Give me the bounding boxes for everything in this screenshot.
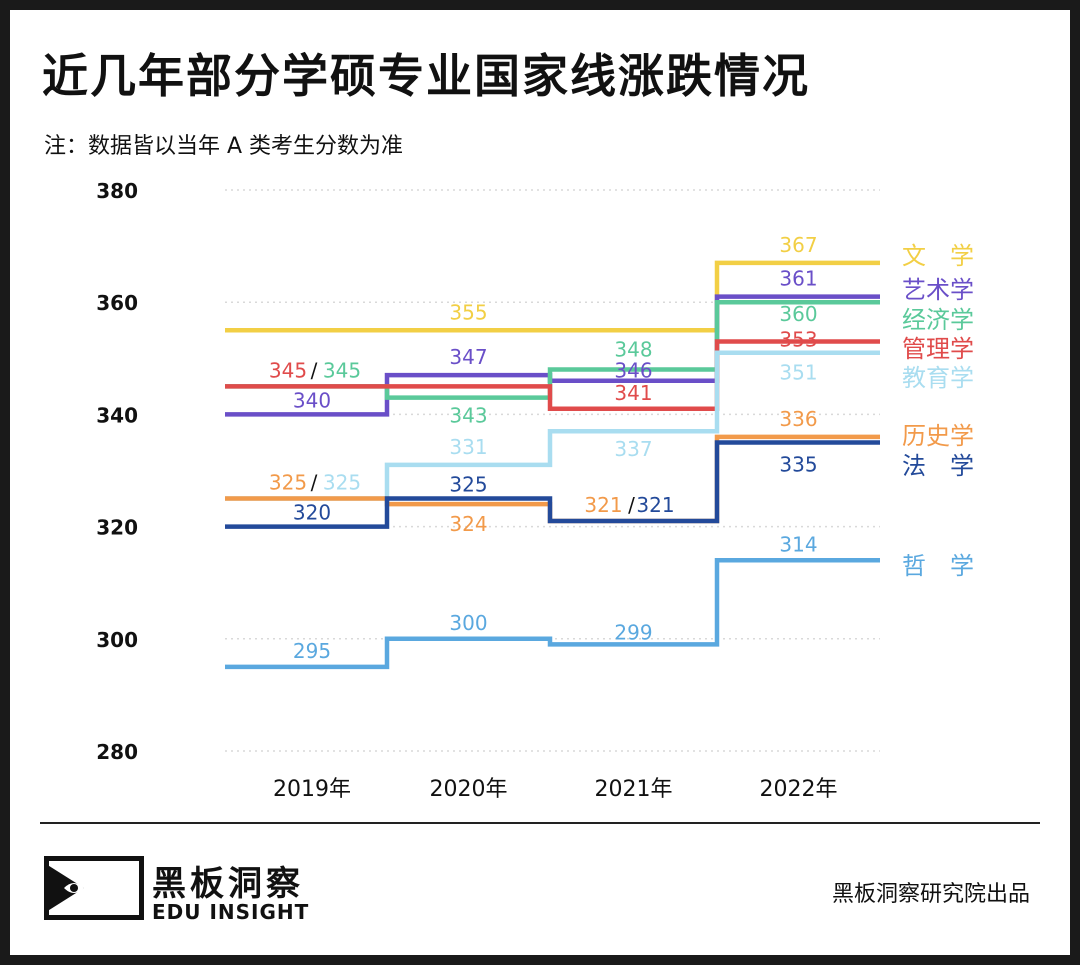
data-label-24: /: [628, 493, 635, 517]
data-label-6: 347: [449, 345, 487, 369]
y-tick-label-360: 360: [96, 291, 138, 315]
chart-note: 注：数据皆以当年 A 类考生分数为准: [44, 134, 404, 159]
step-line-chart: 280 300 320 340 360 380 2019年 2020年 2021年 2022年 文 …: [96, 179, 974, 802]
data-label-31: 314: [779, 532, 817, 556]
legend-label-4: 教育学: [902, 364, 974, 392]
data-label-12: 360: [779, 302, 817, 326]
data-label-19: 325: [323, 471, 361, 495]
y-tick-label-300: 300: [96, 628, 138, 652]
data-label-30: 299: [614, 620, 652, 644]
data-label-27: 335: [779, 452, 817, 476]
data-label-13: 353: [779, 327, 817, 351]
series-line-6: [225, 440, 880, 529]
data-label-0: 355: [449, 300, 487, 324]
data-label-15: 331: [449, 435, 487, 459]
credit-text: 黑板洞察研究院出品: [831, 882, 1030, 907]
data-label-28: 300: [449, 611, 487, 635]
edu-insight-logo-icon: [44, 856, 144, 920]
y-tick-label-320: 320: [96, 516, 138, 540]
legend-label-0: 文 学: [902, 242, 974, 270]
data-label-2: 345: [269, 358, 307, 382]
data-label-3: /: [311, 358, 318, 382]
x-tick-label-2022年: 2022年: [760, 777, 838, 802]
data-label-21: 325: [449, 473, 487, 497]
series-line-4: [225, 350, 880, 501]
data-label-16: 337: [614, 437, 652, 461]
chart-title: 近几年部分学硕专业国家线涨跌情况: [42, 49, 810, 103]
legend-label-6: 法 学: [902, 452, 974, 480]
x-tick-label-2021年: 2021年: [595, 777, 673, 802]
brand-name-en: EDU INSIGHT: [152, 900, 310, 924]
data-label-17: 325: [269, 471, 307, 495]
series-line-3: [225, 339, 880, 412]
data-label-18: /: [311, 471, 318, 495]
data-label-23: 321: [584, 493, 622, 517]
series-line-0: [225, 260, 880, 333]
data-label-1: 367: [779, 233, 817, 257]
y-tick-label-340: 340: [96, 403, 138, 427]
data-label-20: 320: [293, 501, 331, 525]
series-line-7: [225, 558, 880, 670]
data-label-9: 346: [614, 359, 652, 383]
y-tick-label-380: 380: [96, 179, 138, 203]
y-tick-label-280: 280: [96, 740, 138, 764]
brand-name-cn: 黑板洞察: [152, 864, 304, 904]
legend-label-7: 哲 学: [902, 552, 974, 580]
data-label-10: 341: [614, 381, 652, 405]
data-label-26: 336: [779, 407, 817, 431]
data-label-11: 361: [779, 267, 817, 291]
data-label-8: 348: [614, 338, 652, 362]
data-label-14: 351: [779, 361, 817, 385]
legend-label-3: 管理学: [902, 335, 974, 363]
legend-label-2: 经济学: [902, 306, 974, 334]
legend-label-1: 艺术学: [902, 276, 974, 304]
x-tick-label-2020年: 2020年: [430, 777, 508, 802]
data-label-7: 343: [449, 404, 487, 428]
data-label-25: 321: [636, 493, 674, 517]
x-tick-label-2019年: 2019年: [273, 777, 351, 802]
data-label-4: 345: [323, 358, 361, 382]
data-label-5: 340: [293, 388, 331, 412]
data-label-29: 295: [293, 639, 331, 663]
footer-divider: [40, 822, 1040, 824]
legend-label-5: 历史学: [902, 422, 974, 450]
data-label-22: 324: [449, 512, 487, 536]
